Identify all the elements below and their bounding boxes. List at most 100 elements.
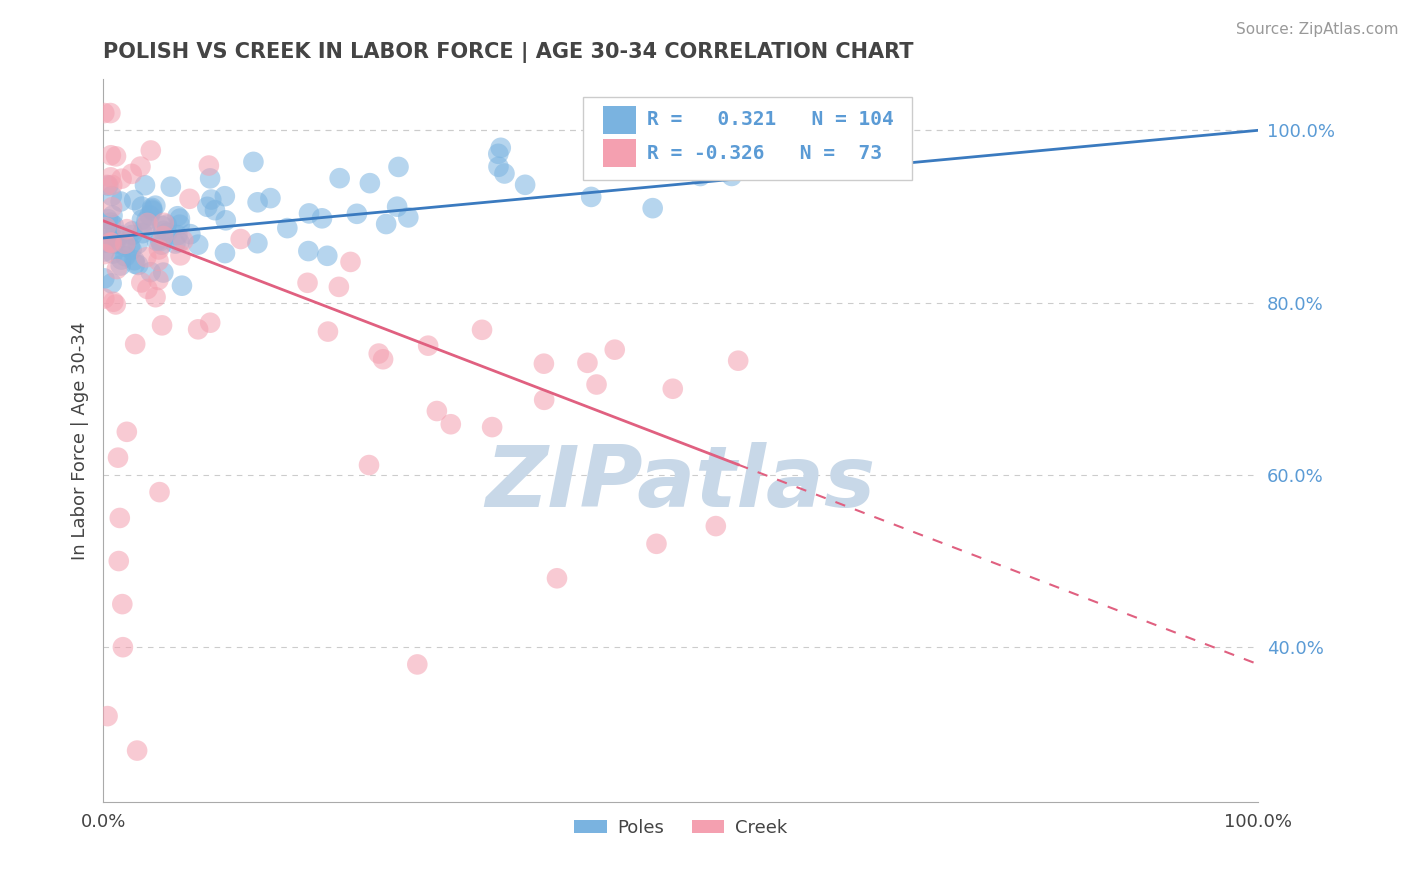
Point <box>311 211 333 226</box>
Point <box>136 282 159 296</box>
Point <box>111 597 134 611</box>
Point <box>127 743 149 757</box>
Point <box>200 316 222 330</box>
Point <box>93 292 115 306</box>
Point <box>187 322 209 336</box>
Point <box>107 554 129 568</box>
Point <box>156 226 179 240</box>
Point <box>661 382 683 396</box>
Point <box>641 201 664 215</box>
Point <box>111 171 134 186</box>
Point <box>114 249 136 263</box>
Point <box>107 450 129 465</box>
Point <box>101 200 124 214</box>
Point <box>681 114 703 128</box>
Point <box>156 218 179 232</box>
Point <box>166 209 188 223</box>
Point <box>357 458 380 472</box>
Point <box>108 511 131 525</box>
Point <box>316 249 339 263</box>
Point <box>298 206 321 220</box>
Point <box>110 252 132 267</box>
Point <box>387 160 409 174</box>
Point <box>179 227 201 241</box>
Point <box>100 277 122 291</box>
Point <box>215 213 238 227</box>
Point <box>101 209 124 223</box>
Point <box>93 244 115 259</box>
Point <box>143 199 166 213</box>
Point <box>214 246 236 260</box>
Point <box>704 519 727 533</box>
Point <box>198 171 221 186</box>
Point <box>297 276 319 290</box>
Point <box>101 235 124 250</box>
Point <box>242 154 264 169</box>
Point <box>103 219 125 233</box>
Point <box>259 191 281 205</box>
Text: R = -0.326   N =  73: R = -0.326 N = 73 <box>647 144 883 162</box>
Point <box>110 194 132 209</box>
Point <box>152 229 174 244</box>
Point <box>103 236 125 251</box>
Point <box>101 230 124 244</box>
Point <box>134 219 156 234</box>
Point <box>139 265 162 279</box>
FancyBboxPatch shape <box>603 139 636 167</box>
Point <box>93 234 115 248</box>
Point <box>533 357 555 371</box>
Text: Source: ZipAtlas.com: Source: ZipAtlas.com <box>1236 22 1399 37</box>
Point <box>138 208 160 222</box>
Point <box>576 356 599 370</box>
Point <box>118 240 141 254</box>
Point <box>101 178 124 192</box>
Point <box>152 216 174 230</box>
Point <box>603 343 626 357</box>
Point <box>100 216 122 230</box>
Point <box>418 339 440 353</box>
Point <box>585 377 607 392</box>
Point <box>152 224 174 238</box>
Point <box>494 167 516 181</box>
Point <box>316 325 339 339</box>
Point <box>131 212 153 227</box>
Point <box>93 106 115 120</box>
Point <box>169 218 191 232</box>
Point <box>149 234 172 248</box>
Point <box>645 537 668 551</box>
Point <box>329 171 352 186</box>
Point <box>204 203 226 218</box>
Point <box>770 129 793 144</box>
FancyBboxPatch shape <box>582 96 912 180</box>
Point <box>108 227 131 242</box>
Point <box>124 337 146 351</box>
Point <box>101 189 124 203</box>
Point <box>471 323 494 337</box>
Point <box>720 169 742 183</box>
Point <box>100 106 122 120</box>
Point <box>179 192 201 206</box>
Point <box>115 425 138 439</box>
Point <box>97 212 120 227</box>
Point <box>170 278 193 293</box>
Point <box>148 273 170 287</box>
Text: ZIPatlas: ZIPatlas <box>485 442 876 525</box>
Point <box>114 239 136 253</box>
Point <box>148 485 170 500</box>
Point <box>804 146 827 161</box>
Point <box>141 202 163 217</box>
Point <box>122 193 145 207</box>
Point <box>579 190 602 204</box>
Point <box>129 160 152 174</box>
Point <box>371 352 394 367</box>
Point <box>396 211 419 225</box>
Point <box>110 259 132 273</box>
Point <box>647 114 669 128</box>
Point <box>727 353 749 368</box>
Point <box>150 318 173 333</box>
Point <box>596 114 619 128</box>
Point <box>426 404 449 418</box>
Point <box>406 657 429 672</box>
FancyBboxPatch shape <box>603 106 636 134</box>
Point <box>141 203 163 218</box>
